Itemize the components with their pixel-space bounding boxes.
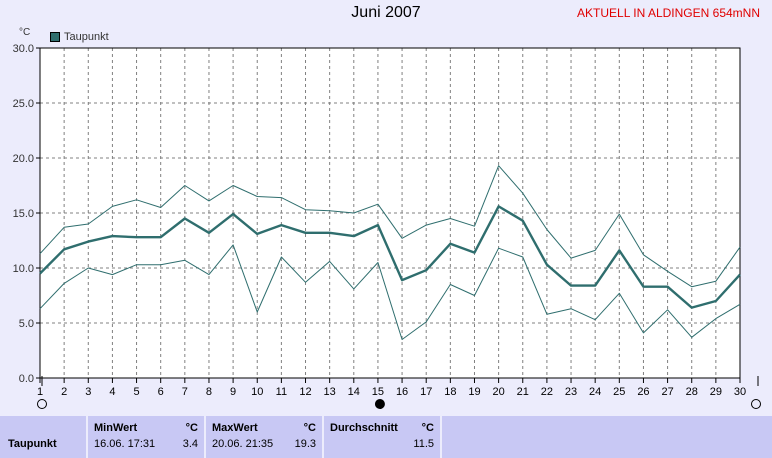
- dewpoint-chart: 0.05.010.015.020.025.030.01 2 3 4 5 6 7 8 9 10 11 1…: [13, 43, 761, 409]
- stats-divider: [86, 416, 88, 458]
- stats-max-value: 19.3: [294, 438, 316, 450]
- range-start-marker: [37, 399, 47, 409]
- stats-max-cell: MaxWert °C 20.06. 21:35 19.3: [206, 416, 322, 458]
- x-tick-label: 16: [396, 386, 408, 398]
- range-end-marker: [751, 399, 761, 409]
- x-tick-label: 7: [182, 386, 188, 398]
- series-line-max: [39, 165, 741, 288]
- x-tick-label: 11: [276, 386, 287, 398]
- stats-divider: [322, 416, 324, 458]
- stats-min-header: MinWert: [94, 422, 138, 434]
- x-tick-label: 12: [299, 386, 311, 398]
- y-tick-label: 20.0: [13, 153, 34, 165]
- stats-max-unit: °C: [303, 422, 316, 434]
- series-line-min: [39, 244, 741, 340]
- x-tick-label: 5: [133, 386, 139, 398]
- x-tick-label: 1: [37, 386, 43, 398]
- y-tick-label: 10.0: [13, 263, 34, 275]
- x-tick-label: 14: [348, 386, 360, 398]
- stats-label-cell: Taupunkt: [0, 416, 86, 458]
- x-tick-label: 19: [468, 386, 480, 398]
- legend-label: Taupunkt: [64, 31, 109, 43]
- y-tick-label: 5.0: [19, 318, 34, 330]
- x-tick-label: 18: [444, 386, 456, 398]
- x-tick-label: 3: [85, 386, 91, 398]
- stats-max-header: MaxWert: [212, 422, 258, 434]
- x-tick-label: 27: [661, 386, 673, 398]
- x-tick-label: 30: [734, 386, 746, 398]
- x-tick-label: 10: [251, 386, 263, 398]
- y-axis-unit: °C: [19, 27, 31, 38]
- x-tick-label: 13: [324, 386, 336, 398]
- x-tick-label: 25: [613, 386, 625, 398]
- x-tick-label: 23: [565, 386, 577, 398]
- stats-row-label: Taupunkt: [8, 438, 57, 450]
- chart-title: Juni 2007: [351, 4, 421, 21]
- stats-avg-cell: Durchschnitt °C 11.5: [324, 416, 440, 458]
- x-tick-label: 6: [158, 386, 164, 398]
- x-tick-label: 21: [517, 386, 529, 398]
- stats-divider: [440, 416, 442, 458]
- stats-min-cell: MinWert °C 16.06. 17:31 3.4: [88, 416, 204, 458]
- x-tick-label: 22: [541, 386, 553, 398]
- y-tick-label: 0.0: [19, 373, 34, 385]
- series-line-mean: [39, 205, 741, 309]
- current-day-marker: [374, 399, 385, 409]
- x-tick-label: 17: [420, 386, 432, 398]
- stats-max-timestamp: 20.06. 21:35: [212, 438, 274, 450]
- y-tick-label: 15.0: [13, 208, 34, 220]
- stats-avg-header: Durchschnitt: [330, 422, 398, 434]
- station-label: AKTUELL IN ALDINGEN 654mNN: [577, 6, 760, 20]
- x-tick-label: 20: [492, 386, 504, 398]
- stats-divider: [204, 416, 206, 458]
- plot-border: [39, 47, 741, 379]
- chart-legend: Taupunkt: [50, 31, 109, 43]
- x-tick-label: 8: [206, 386, 212, 398]
- x-tick-label: 9: [230, 386, 236, 398]
- y-tick-label: 25.0: [13, 98, 34, 110]
- x-tick-label: 15: [372, 386, 384, 398]
- x-tick-label: 26: [637, 386, 649, 398]
- stats-min-unit: °C: [185, 422, 198, 434]
- stats-avg-unit: °C: [421, 422, 434, 434]
- x-tick-label: 29: [710, 386, 722, 398]
- stats-min-timestamp: 16.06. 17:31: [94, 438, 156, 450]
- statistics-panel: Taupunkt MinWert °C 16.06. 17:31 3.4 Max…: [0, 416, 772, 458]
- y-tick-label: 30.0: [13, 43, 34, 55]
- stats-min-value: 3.4: [182, 438, 198, 450]
- x-tick-label: 28: [686, 386, 698, 398]
- x-tick-label: 24: [589, 386, 601, 398]
- legend-swatch: [50, 32, 60, 42]
- stats-avg-value: 11.5: [413, 438, 434, 450]
- x-tick-label: 4: [109, 386, 115, 398]
- x-tick-label: 2: [61, 386, 67, 398]
